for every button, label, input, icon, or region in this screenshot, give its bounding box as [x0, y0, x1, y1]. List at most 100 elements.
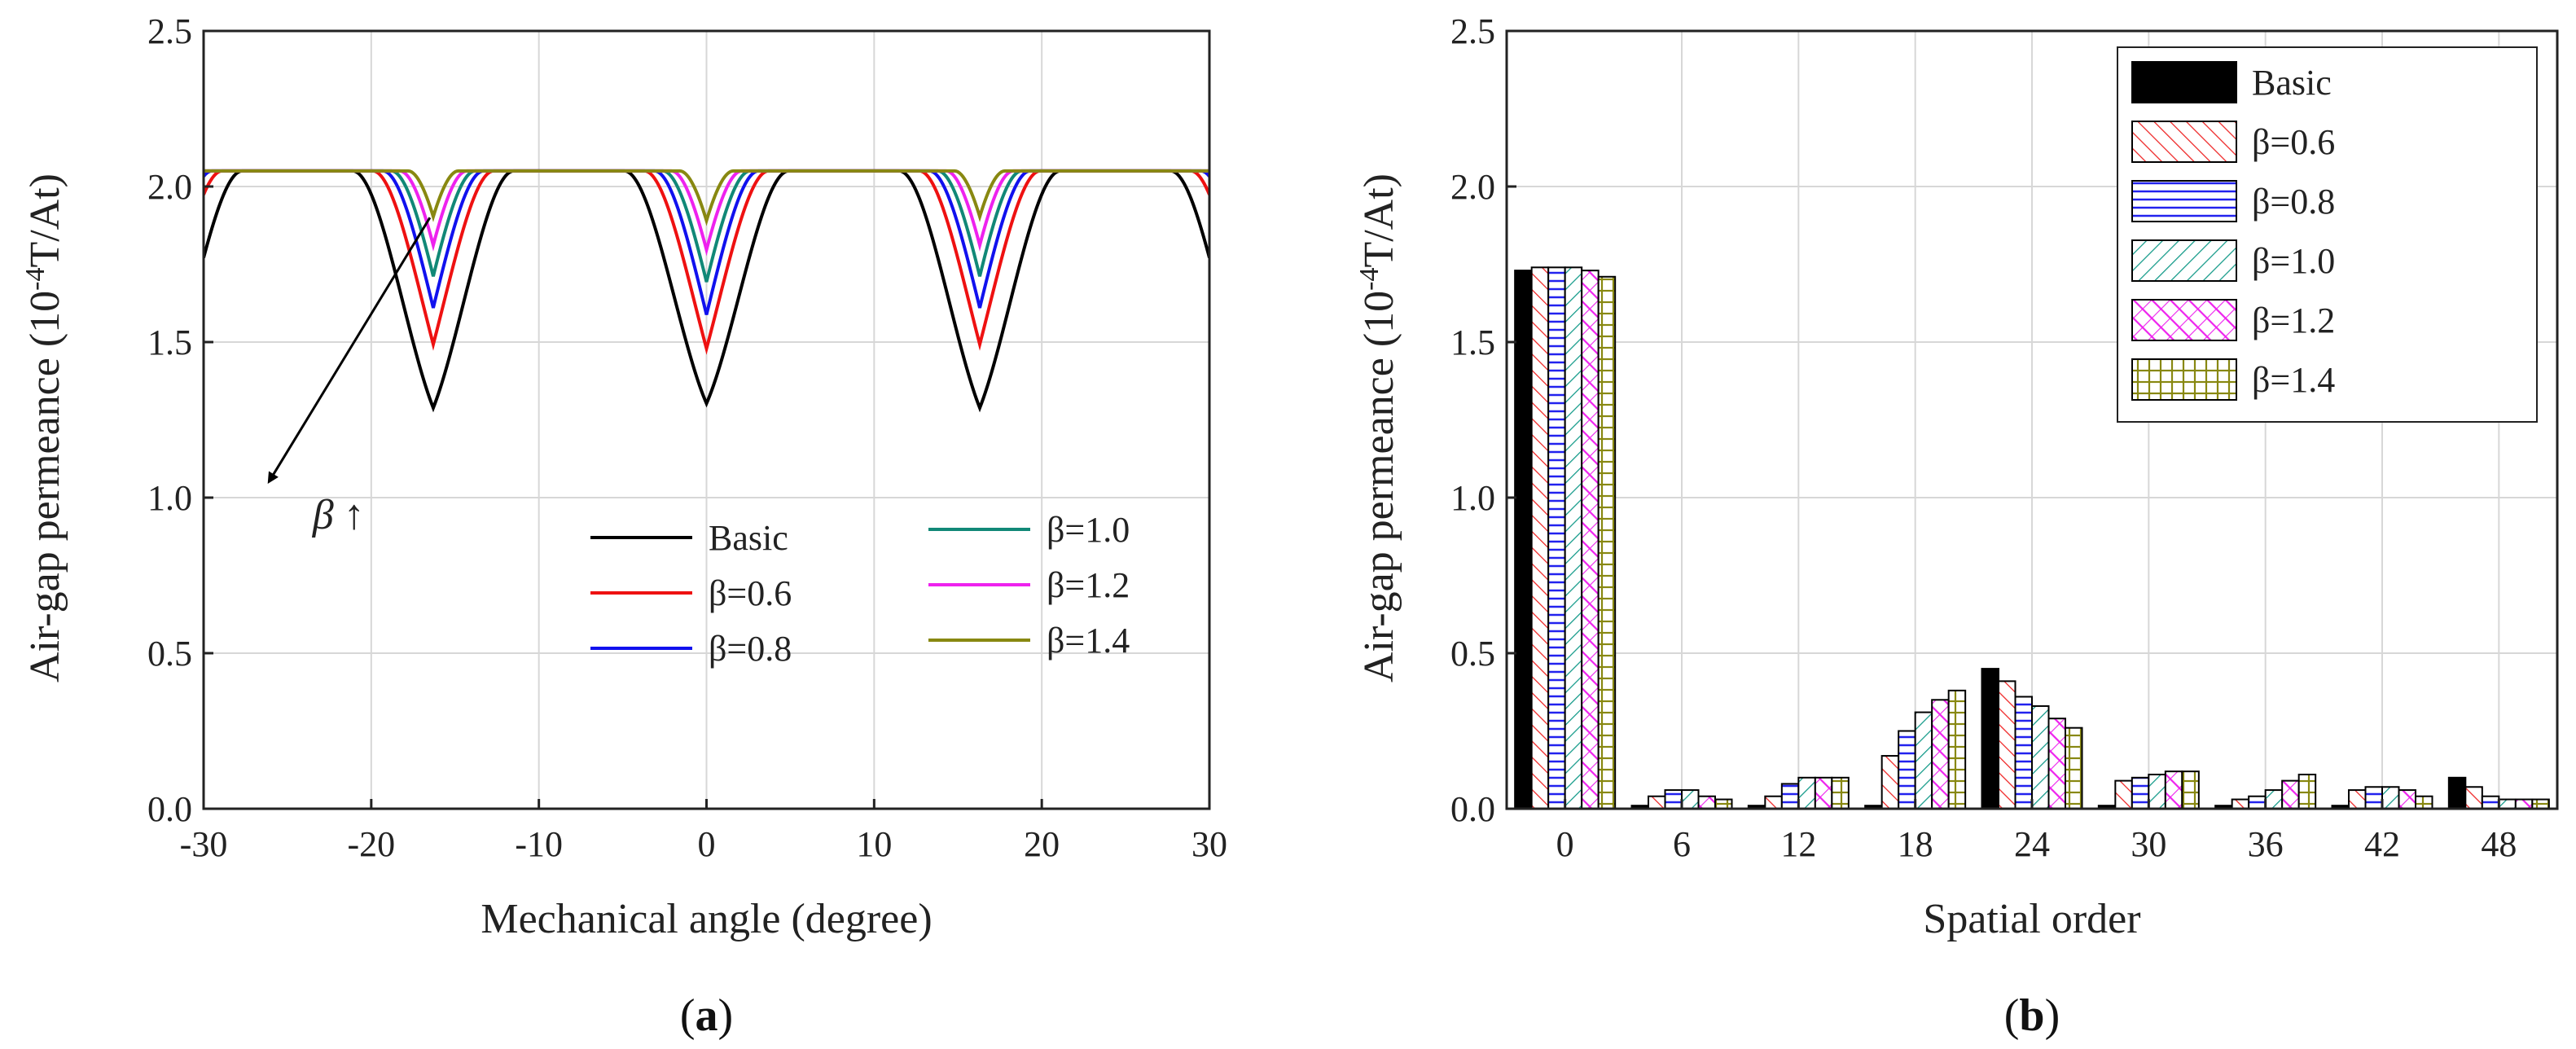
- chart-b-y-tick-label: 1.5: [1450, 323, 1495, 362]
- chart-a-x-tick-label: 30: [1191, 824, 1227, 864]
- chart-b-x-tick-label: 6: [1673, 824, 1691, 864]
- chart-b-x-tick-label: 12: [1780, 824, 1816, 864]
- chart-b-bar: [2281, 779, 2300, 810]
- chart-a-legend-label: Basic: [709, 518, 788, 558]
- chart-b-bar: [2348, 789, 2367, 810]
- chart-b-caption-close: ): [2045, 990, 2060, 1041]
- chart-b-bar: [2464, 786, 2483, 810]
- chart-a-caption-open: (: [680, 990, 696, 1041]
- chart-a-legend-label: β=0.8: [709, 629, 792, 669]
- chart-b-y-axis-label: Air-gap permeance (10-4T/At): [1354, 173, 1403, 683]
- chart-b-x-tick-label: 42: [2364, 824, 2400, 864]
- chart-b-bar: [2131, 776, 2150, 810]
- chart-b-y-label-unit: T/At): [1356, 173, 1402, 268]
- chart-b-bar: [1681, 789, 1700, 810]
- chart-b-caption-open: (: [2004, 990, 2020, 1041]
- chart-b-y-label-main: Air-gap permeance (10: [1356, 291, 1402, 683]
- chart-b-legend-swatch: [2131, 299, 2237, 341]
- chart-b-x-tick-label: 24: [2014, 824, 2050, 864]
- chart-a-annotation: β ↑: [267, 217, 432, 538]
- chart-b-bar: [1981, 668, 1999, 810]
- beta-up-arrow: ↑: [344, 492, 365, 538]
- chart-b-bar: [2498, 798, 2517, 810]
- chart-b-ticks: 0.0 0.5 1.0 1.5 2.0 2.5 0 6 12 18 24 30 36 42 48: [1450, 11, 2517, 864]
- chart-b-legend: Basic β=0.6 β=0.8 β=1.0 β=1.2 β=1.4: [2117, 46, 2538, 423]
- chart-b-bar: [2514, 798, 2534, 810]
- chart-a-caption-close: ): [718, 990, 734, 1041]
- chart-a-y-tick-label: 0.5: [147, 634, 192, 674]
- chart-b-bar: [2231, 798, 2250, 810]
- chart-b-bar: [1514, 270, 1533, 810]
- chart-b-bar: [1664, 789, 1683, 810]
- chart-b-bar: [2398, 789, 2416, 810]
- chart-b-bar: [2181, 770, 2200, 810]
- chart-a-caption-letter: a: [696, 990, 718, 1041]
- chart-a-ticks: -30 -20 -10 0 10 20 30 0.0 0.5 1.0 1.5 2.0 2.5: [147, 11, 1227, 864]
- chart-b-legend-swatch: [2131, 358, 2237, 401]
- chart-b-bars: [1514, 266, 2550, 810]
- chart-b-bar: [2164, 770, 2183, 810]
- chart-a-y-tick-label: 1.5: [147, 323, 192, 362]
- chart-b-legend-label: β=0.6: [2252, 122, 2335, 162]
- chart-b-y-tick-label: 1.0: [1450, 478, 1495, 518]
- chart-b-bar: [1947, 689, 1967, 810]
- chart-b-bar: [2031, 704, 2050, 810]
- chart-a-legend-label: β=0.6: [709, 573, 792, 613]
- chart-b-bar: [1814, 776, 1833, 810]
- chart-b-legend-swatch: [2131, 61, 2237, 103]
- chart-b-bar: [2364, 786, 2383, 810]
- chart-b-bar: [2248, 795, 2267, 810]
- chart-a-legend-label: β=1.4: [1047, 621, 1130, 661]
- chart-b-bar: [1998, 680, 2016, 810]
- chart-b-bar: [2047, 718, 2066, 810]
- chart-b-bar: [1764, 795, 1783, 810]
- chart-a-y-axis-label: Air-gap permeance (10-4T/At): [20, 173, 69, 683]
- chart-b-bar: [1714, 798, 1733, 810]
- chart-a-x-tick-label: 20: [1024, 824, 1060, 864]
- chart-a-y-tick-label: 1.0: [147, 478, 192, 518]
- chart-b-legend-label: β=0.8: [2252, 182, 2335, 222]
- chart-a-lines: [204, 169, 1209, 413]
- chart-a-x-tick-label: -10: [515, 824, 563, 864]
- chart-b: 0.0 0.5 1.0 1.5 2.0 2.5 0 6 12 18 24 30 36 42 48 Basic…: [1354, 11, 2559, 1041]
- chart-a: -30 -20 -10 0 10 20 30 0.0 0.5 1.0 1.5 2.0 2.5 β ↑ Ba…: [20, 11, 1228, 1041]
- chart-a-x-tick-label: -20: [348, 824, 396, 864]
- chart-b-bar: [2264, 789, 2284, 810]
- chart-b-bar: [2381, 786, 2400, 810]
- chart-b-bar: [2148, 773, 2166, 810]
- chart-b-bar: [2065, 726, 2083, 810]
- chart-a-legend: Basic β=0.6 β=0.8 β=1.0 β=1.2 β=1.4: [590, 510, 1130, 669]
- chart-a-y-label-unit: T/At): [22, 173, 68, 268]
- chart-b-caption: (b): [2004, 990, 2060, 1041]
- chart-a-x-tick-label: 0: [698, 824, 716, 864]
- chart-a-y-tick-label: 2.0: [147, 167, 192, 207]
- chart-b-bar: [2014, 696, 2033, 810]
- chart-b-y-tick-label: 2.0: [1450, 167, 1495, 207]
- chart-a-caption: (a): [680, 990, 733, 1041]
- chart-b-x-axis-label: Spatial order: [1923, 896, 2140, 942]
- beta-arrow-icon: [267, 217, 432, 485]
- chart-a-series-line: [204, 169, 1209, 226]
- chart-b-bar: [1898, 730, 1916, 810]
- chart-b-legend-label: β=1.2: [2252, 301, 2335, 340]
- chart-a-y-tick-label: 2.5: [147, 11, 192, 51]
- chart-a-legend-label: β=1.2: [1047, 565, 1130, 605]
- chart-b-bar: [1530, 266, 1550, 810]
- chart-b-x-tick-label: 30: [2131, 824, 2166, 864]
- chart-b-y-label-exponent: -4: [1354, 268, 1385, 291]
- chart-b-legend-swatch: [2131, 180, 2237, 222]
- chart-a-y-tick-label: 0.0: [147, 789, 192, 829]
- beta-label: β ↑: [312, 492, 365, 538]
- chart-b-legend-label: Basic: [2252, 63, 2332, 103]
- chart-b-bar: [2447, 776, 2467, 810]
- chart-b-bar: [1914, 711, 1933, 810]
- chart-b-legend-swatch: [2131, 239, 2237, 282]
- chart-a-x-tick-label: 10: [856, 824, 892, 864]
- chart-b-bar: [1697, 795, 1716, 810]
- chart-b-y-tick-label: 0.5: [1450, 634, 1495, 674]
- chart-b-legend-swatch: [2131, 121, 2237, 163]
- chart-a-y-label-main: Air-gap permeance (10: [22, 291, 68, 683]
- chart-b-y-tick-label: 2.5: [1450, 11, 1495, 51]
- chart-b-legend-label: β=1.0: [2252, 241, 2335, 281]
